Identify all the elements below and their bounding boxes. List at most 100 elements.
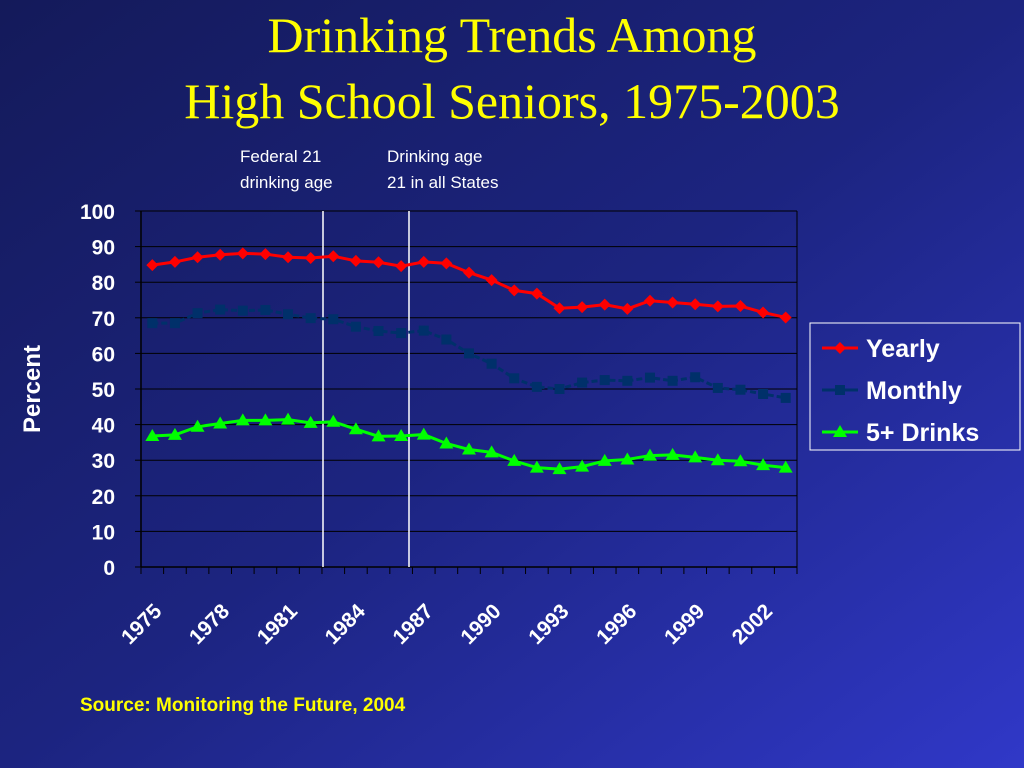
data-point [283,309,294,320]
data-point [554,384,565,394]
data-point [237,305,248,316]
data-point [735,384,746,395]
data-point [215,304,226,315]
legend-label: Monthly [866,377,962,405]
data-point [327,250,340,263]
data-point [282,251,295,264]
data-point [529,460,544,473]
data-point [711,300,724,313]
annotation: 21 in all States [387,173,499,192]
y-tick-label: 50 [92,379,115,402]
data-point [779,311,792,324]
data-point [642,448,657,461]
data-point [258,413,273,426]
data-point [734,300,747,313]
legend-marker [834,342,846,354]
data-point [597,453,612,466]
data-point [622,375,633,386]
data-point [644,372,655,383]
y-tick-label: 40 [92,415,115,438]
data-point [530,287,543,300]
data-point [689,298,702,311]
data-point [235,413,250,426]
data-point [577,377,588,388]
data-point [688,450,703,463]
data-point [441,334,452,345]
y-tick-label: 80 [92,272,115,295]
data-point [260,304,271,315]
y-tick-label: 60 [92,343,115,366]
data-point [236,247,249,260]
legend-label: Yearly [866,335,940,363]
annotation: drinking age [240,173,333,192]
data-point [373,325,384,336]
y-tick-label: 20 [92,486,115,509]
data-point [643,294,656,307]
data-point [394,428,409,441]
data-point [598,298,611,311]
data-point [620,452,635,465]
data-point [168,255,181,268]
data-point [463,266,475,279]
data-point [552,462,567,475]
data-point [621,302,634,315]
data-point [485,274,498,287]
data-point [486,358,497,369]
source: Source: Monitoring the Future, 2004 [80,695,406,716]
data-point [756,458,771,471]
data-point [192,308,203,319]
y-tick-label: 90 [92,237,115,260]
data-point [507,453,522,466]
data-point [371,429,386,442]
y-axis-label: Percent [19,345,46,433]
data-point [439,436,454,449]
data-point [484,445,499,458]
y-tick-label: 70 [92,308,115,331]
data-point [303,415,318,428]
legend-box [809,322,1021,451]
data-point [665,447,680,460]
data-point [328,314,339,325]
y-tick-label: 0 [103,557,115,580]
data-point [780,392,791,403]
y-tick-label: 10 [92,521,115,544]
data-point [190,419,205,432]
annotation: Federal 21 [240,147,321,166]
y-tick-label: 30 [92,450,115,473]
annotation: Drinking age [387,147,482,166]
data-point [305,313,316,324]
data-point [531,381,542,392]
data-point [666,296,679,309]
data-point [464,348,474,359]
title-line: Drinking Trends Among [268,7,757,63]
data-point [213,416,228,429]
data-point [395,260,408,273]
legend-label: 5+ Drinks [866,419,979,447]
data-point [259,248,272,261]
data-point [712,382,723,393]
data-point [281,412,296,425]
data-point [553,302,566,315]
data-point [440,257,453,270]
legend-marker [835,385,845,395]
data-point [733,454,748,467]
data-point [214,248,227,261]
data-point [508,284,521,297]
data-point [145,428,160,441]
data-point [509,373,520,384]
data-point [349,254,362,267]
data-point [690,372,701,383]
data-point [710,453,725,466]
data-point [417,255,430,268]
data-point [304,251,317,264]
data-point [757,306,770,319]
data-point [418,325,429,336]
title-line: High School Seniors, 1975-2003 [184,73,840,129]
data-point [778,460,793,473]
data-point [758,388,769,399]
y-tick-label: 100 [80,201,115,224]
data-point [462,442,476,455]
data-point [416,427,431,440]
